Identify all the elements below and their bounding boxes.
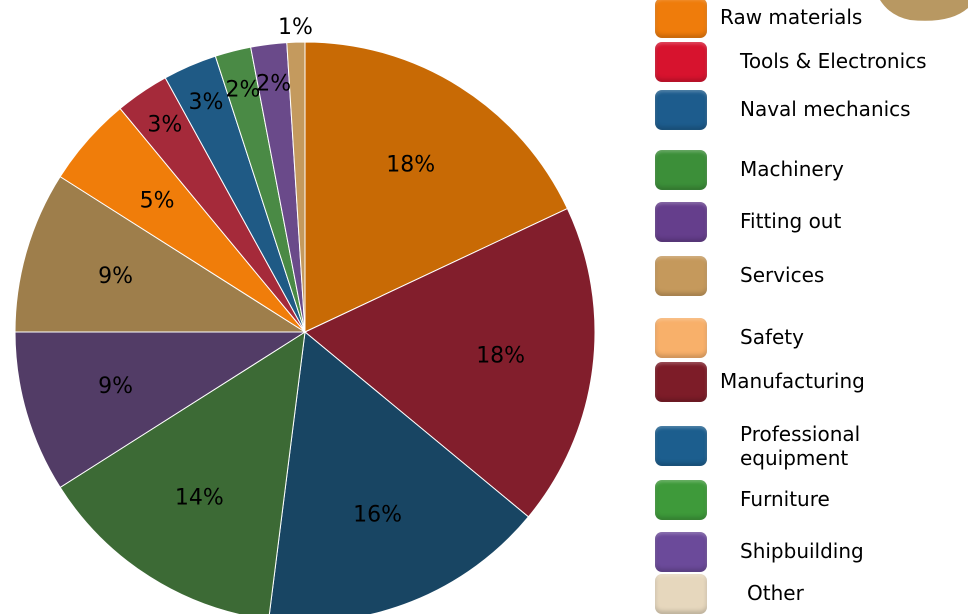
pie-slice-machinery [59, 331, 306, 614]
legend-swatch [655, 0, 707, 38]
legend-label-line: Fitting out [740, 209, 842, 233]
pie-percent-label: 14% [175, 486, 224, 511]
legend-label: Professional equipment [740, 422, 860, 470]
legend-item: Other [655, 574, 968, 614]
legend-item: Shipbuilding [655, 532, 968, 572]
legend-label: Other [747, 581, 804, 605]
decorative-corner-shape [880, 0, 968, 21]
legend-label: Naval mechanics [740, 97, 911, 121]
legend-label: Services [740, 263, 824, 287]
legend-item: Machinery [655, 150, 968, 190]
legend-label-line: Furniture [740, 487, 830, 511]
pie-percent-label: 9% [98, 374, 133, 399]
pie-percent-label: 18% [476, 344, 525, 369]
pie-percent-label: 2% [256, 72, 291, 97]
legend-swatch [655, 318, 707, 358]
pie-slice-naval-mechanics [268, 331, 530, 614]
legend-label-line: Manufacturing [720, 369, 865, 393]
pie-percent-label: 18% [386, 152, 435, 177]
legend-label: Shipbuilding [740, 539, 864, 563]
legend-label: Tools & Electronics [740, 49, 927, 73]
legend-label-line: Other [747, 581, 804, 605]
legend-item: Services [655, 256, 968, 296]
legend-label-line: Tools & Electronics [740, 49, 927, 73]
pie-percent-label: 3% [188, 90, 223, 115]
legend-item: Furniture [655, 480, 968, 520]
legend-label: Manufacturing [720, 369, 865, 393]
legend-item: Naval mechanics [655, 90, 968, 130]
legend-swatch [655, 202, 707, 242]
legend-item: Safety [655, 318, 968, 358]
legend-item: Fitting out [655, 202, 968, 242]
legend-item: Raw materials [655, 0, 968, 38]
legend-label-line: Services [740, 263, 825, 287]
legend-swatch [655, 532, 707, 572]
legend-label: Furniture [740, 487, 830, 511]
legend-label-line: Shipbuilding [740, 539, 864, 563]
legend-swatch [655, 480, 707, 520]
legend-label-line: Naval mechanics [740, 97, 911, 121]
pie-slice-raw-materials [304, 41, 569, 333]
legend-swatch [655, 90, 707, 130]
pie-slice-services [14, 175, 307, 333]
pie-percent-label: 9% [98, 264, 133, 289]
legend-swatch [655, 574, 707, 614]
legend-label: Raw materials [720, 5, 862, 29]
legend-item: Manufacturing [655, 362, 968, 402]
legend-swatch [655, 256, 707, 296]
pie-chart: 18%18%16%14%9%9%5%3%3%2%2%1% [14, 15, 596, 614]
legend-label-line: Machinery [740, 157, 844, 181]
legend-swatch [655, 42, 707, 82]
legend-swatch [655, 362, 707, 402]
pie-percent-label: 1% [278, 15, 313, 40]
legend-swatch [655, 150, 707, 190]
legend-label-line: Professional [740, 422, 861, 446]
pie-percent-label: 2% [226, 77, 261, 102]
legend-label-line: Raw materials [720, 5, 863, 29]
pie-percent-label: 3% [147, 113, 182, 138]
pie-slices [14, 41, 596, 614]
legend-item: Professional equipment [655, 422, 968, 470]
legend-label-line: equipment [740, 446, 849, 470]
pie-percent-label: 16% [353, 502, 402, 527]
legend-label: Machinery [740, 157, 844, 181]
pie-percent-labels: 18%18%16%14%9%9%5%3%3%2%2%1% [98, 15, 525, 527]
legend-item: Tools & Electronics [655, 42, 968, 82]
legend-swatch [655, 426, 707, 466]
pie-percent-label: 5% [140, 189, 175, 214]
legend-label: Safety [740, 325, 804, 349]
legend-label-line: Safety [740, 325, 804, 349]
pie-slice-fitting-out [14, 331, 307, 489]
pie-slice-other [286, 41, 306, 333]
pie-slice-tools-electronics [304, 207, 596, 518]
legend-label: Fitting out [740, 209, 841, 233]
